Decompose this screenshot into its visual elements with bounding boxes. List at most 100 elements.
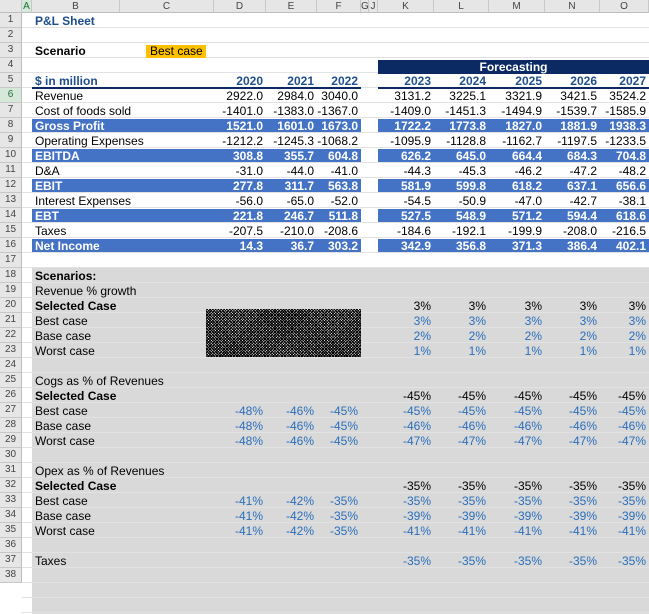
pl-value: -41.0 bbox=[330, 164, 358, 178]
case-input-value: -35% bbox=[402, 494, 431, 508]
case-input-value: 1% bbox=[628, 344, 646, 358]
pl-value: -42.7 bbox=[569, 194, 597, 208]
column-header[interactable]: O bbox=[600, 0, 649, 13]
row-header[interactable]: 18 bbox=[0, 268, 22, 283]
case-input-value: -41% bbox=[617, 524, 646, 538]
case-label: Best case bbox=[35, 314, 88, 328]
selected-case-value: -45% bbox=[402, 389, 431, 403]
column-header[interactable]: N bbox=[545, 0, 600, 13]
row-header[interactable]: 30 bbox=[0, 448, 22, 463]
row-gridline bbox=[22, 372, 649, 373]
row-header[interactable]: 26 bbox=[0, 388, 22, 403]
case-input-value: -45% bbox=[457, 404, 486, 418]
corner-cell[interactable] bbox=[0, 0, 22, 13]
forecasting-header-bg bbox=[378, 60, 649, 74]
pl-value: 3524.2 bbox=[609, 89, 646, 103]
column-header[interactable]: K bbox=[378, 0, 434, 13]
row-header[interactable]: 22 bbox=[0, 328, 22, 343]
row-header[interactable]: 31 bbox=[0, 463, 22, 478]
row-gridline bbox=[22, 507, 649, 508]
year-header: 2026 bbox=[570, 74, 597, 88]
pl-value: 656.6 bbox=[615, 179, 646, 193]
row-header[interactable]: 36 bbox=[0, 538, 22, 553]
units-label: $ in million bbox=[35, 74, 98, 88]
row-header[interactable]: 15 bbox=[0, 223, 22, 238]
header-underline bbox=[32, 87, 361, 89]
row-header[interactable]: 12 bbox=[0, 178, 22, 193]
case-input-value: -39% bbox=[568, 509, 597, 523]
row-header[interactable]: 8 bbox=[0, 118, 22, 133]
case-input-value: -47% bbox=[402, 434, 431, 448]
column-header[interactable]: G bbox=[361, 0, 369, 13]
row-header[interactable]: 29 bbox=[0, 433, 22, 448]
row-header[interactable]: 37 bbox=[0, 553, 22, 568]
row-header[interactable]: 6 bbox=[0, 88, 22, 103]
pl-value: 2984.0 bbox=[277, 89, 314, 103]
selected-case-value: -35% bbox=[402, 479, 431, 493]
pl-value: 3321.9 bbox=[505, 89, 542, 103]
row-header[interactable]: 21 bbox=[0, 313, 22, 328]
row-header[interactable]: 28 bbox=[0, 418, 22, 433]
historical-pct: -48% bbox=[234, 434, 263, 448]
column-header[interactable]: B bbox=[32, 0, 120, 13]
column-header[interactable]: C bbox=[120, 0, 214, 13]
case-label: Base case bbox=[35, 419, 92, 433]
column-header[interactable]: M bbox=[489, 0, 545, 13]
row-header[interactable]: 35 bbox=[0, 523, 22, 538]
selected-case-value: 3% bbox=[579, 299, 597, 313]
row-header[interactable]: 19 bbox=[0, 283, 22, 298]
column-header[interactable]: F bbox=[317, 0, 361, 13]
selected-case-value: 3% bbox=[468, 299, 486, 313]
row-header[interactable]: 32 bbox=[0, 478, 22, 493]
row-gridline bbox=[22, 192, 649, 193]
row-header[interactable]: 17 bbox=[0, 253, 22, 268]
scenario-label: Scenario bbox=[35, 44, 86, 58]
case-input-value: 1% bbox=[468, 344, 486, 358]
row-header[interactable]: 27 bbox=[0, 403, 22, 418]
pl-value: -47.2 bbox=[569, 164, 597, 178]
case-input-value: 1% bbox=[579, 344, 597, 358]
row-header[interactable]: 14 bbox=[0, 208, 22, 223]
row-header[interactable]: 33 bbox=[0, 493, 22, 508]
row-header[interactable]: 24 bbox=[0, 358, 22, 373]
row-header[interactable]: 25 bbox=[0, 373, 22, 388]
pl-value: -52.0 bbox=[330, 194, 358, 208]
row-header[interactable]: 5 bbox=[0, 73, 22, 88]
column-header[interactable]: L bbox=[434, 0, 489, 13]
scenarios-title: Scenarios: bbox=[35, 269, 97, 283]
revenue-block-title: Revenue % growth bbox=[35, 284, 137, 298]
row-header[interactable]: 3 bbox=[0, 43, 22, 58]
row-band bbox=[378, 179, 649, 192]
historical-pct: -46% bbox=[285, 404, 314, 418]
column-header[interactable]: E bbox=[266, 0, 317, 13]
row-header[interactable]: 2 bbox=[0, 28, 22, 43]
pl-value: -216.5 bbox=[611, 224, 646, 238]
pl-value: 355.7 bbox=[283, 149, 314, 163]
case-label: Best case bbox=[35, 494, 88, 508]
row-header[interactable]: 4 bbox=[0, 58, 22, 73]
pl-value: 527.5 bbox=[400, 209, 431, 223]
row-header[interactable]: 10 bbox=[0, 148, 22, 163]
column-header[interactable]: A bbox=[22, 0, 32, 13]
row-header[interactable]: 16 bbox=[0, 238, 22, 253]
case-label: Worst case bbox=[35, 434, 95, 448]
column-header[interactable]: D bbox=[214, 0, 266, 13]
case-input-value: 2% bbox=[524, 329, 542, 343]
row-header[interactable]: 9 bbox=[0, 133, 22, 148]
pl-row-label: EBIT bbox=[35, 179, 63, 193]
row-header[interactable]: 1 bbox=[0, 13, 22, 28]
row-band bbox=[32, 239, 361, 252]
row-header[interactable]: 23 bbox=[0, 343, 22, 358]
row-header[interactable]: 11 bbox=[0, 163, 22, 178]
pl-value: 402.1 bbox=[615, 239, 646, 253]
column-header[interactable]: J bbox=[369, 0, 378, 13]
pl-value: -1128.8 bbox=[446, 134, 486, 148]
case-input-value: 3% bbox=[628, 314, 646, 328]
row-header[interactable]: 38 bbox=[0, 568, 22, 583]
row-header[interactable]: 20 bbox=[0, 298, 22, 313]
scenario-value[interactable]: Best case bbox=[150, 44, 203, 58]
row-header[interactable]: 13 bbox=[0, 193, 22, 208]
row-header[interactable]: 34 bbox=[0, 508, 22, 523]
row-header[interactable]: 7 bbox=[0, 103, 22, 118]
